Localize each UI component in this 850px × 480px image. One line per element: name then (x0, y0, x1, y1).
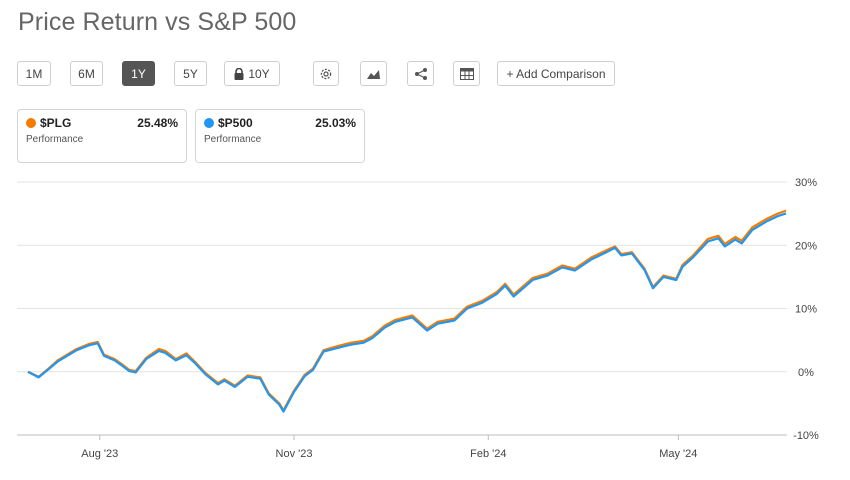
series-card-plg[interactable]: $PLG 25.48% Performance (17, 109, 187, 163)
share-icon (414, 67, 428, 81)
range-button-5y[interactable]: 5Y (174, 61, 207, 86)
series-performance-value: 25.03% (315, 116, 356, 130)
lock-icon (234, 67, 244, 80)
y-tick-label: 30% (795, 177, 817, 189)
x-tick-label: May '24 (659, 448, 697, 460)
add-comparison-button[interactable]: + Add Comparison (497, 61, 615, 86)
share-button[interactable] (407, 61, 434, 86)
x-tick-label: Feb '24 (470, 448, 506, 460)
y-tick-label: 10% (795, 304, 817, 316)
series-performance-label: Performance (204, 134, 262, 145)
series-line-p500 (27, 212, 787, 413)
range-button-6m[interactable]: 6M (70, 61, 103, 86)
price-return-chart[interactable]: Aug '23 Nov '23 Feb '24 May '24 30% 20% 10% 0%… (0, 170, 850, 480)
add-comparison-label: + Add Comparison (506, 66, 606, 81)
range-label: 5Y (183, 66, 198, 81)
table-icon (459, 67, 474, 80)
series-card-p500[interactable]: $P500 25.03% Performance (195, 109, 365, 163)
page-title: Price Return vs S&P 500 (18, 8, 297, 36)
series-performance-label: Performance (26, 134, 84, 145)
x-axis: Aug '23 Nov '23 Feb '24 May '24 (81, 435, 697, 460)
range-label: 1Y (131, 66, 146, 81)
chart-type-button[interactable] (360, 61, 387, 86)
chart-type-icon (366, 68, 381, 80)
series-symbol: $PLG (40, 116, 72, 130)
chart-gridlines (17, 181, 787, 436)
series-color-dot (204, 118, 214, 128)
table-view-button[interactable] (453, 61, 480, 86)
x-tick-label: Aug '23 (81, 448, 118, 460)
series-symbol: $P500 (218, 116, 253, 130)
y-tick-label: -10% (793, 430, 819, 442)
series-color-dot (26, 118, 36, 128)
range-button-1y[interactable]: 1Y (122, 61, 155, 86)
x-tick-label: Nov '23 (276, 448, 313, 460)
series-performance-value: 25.48% (137, 116, 178, 130)
y-tick-label: 0% (798, 367, 814, 379)
range-button-10y[interactable]: 10Y (224, 61, 280, 86)
y-axis: 30% 20% 10% 0% -10% (793, 177, 819, 442)
range-label: 6M (78, 66, 95, 81)
chart-series (27, 209, 787, 413)
gear-icon (319, 67, 333, 81)
series-line-plg (27, 209, 787, 412)
range-label: 1M (25, 66, 43, 81)
y-tick-label: 20% (795, 240, 817, 252)
settings-button[interactable] (313, 61, 339, 86)
range-label: 10Y (248, 66, 270, 81)
range-button-1m[interactable]: 1M (17, 61, 51, 86)
